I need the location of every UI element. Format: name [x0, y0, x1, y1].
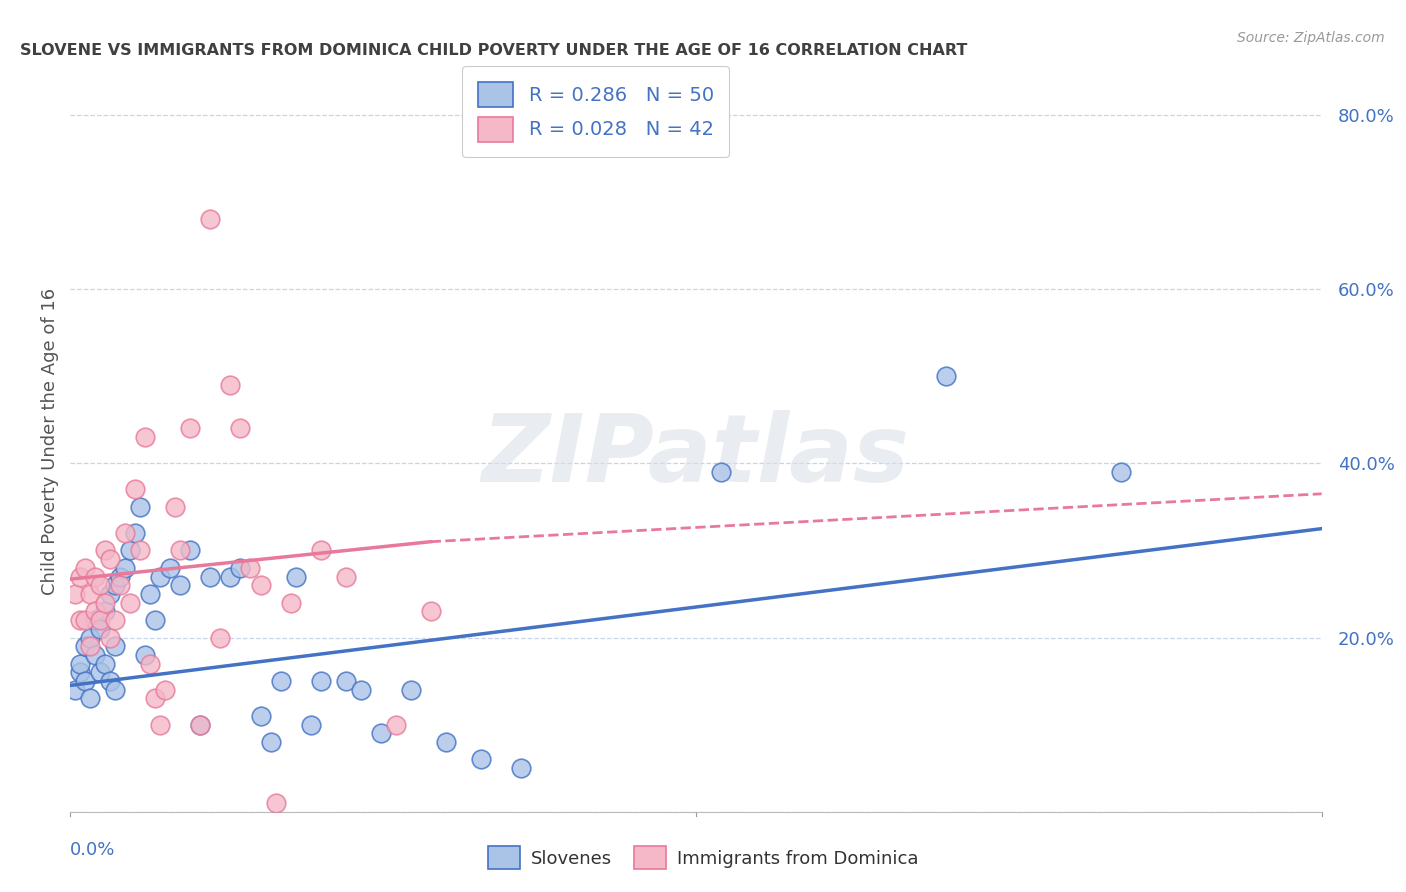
Point: [190, 717, 212, 731]
Point: [129, 543, 152, 558]
Point: [84, 648, 107, 662]
Point: [434, 735, 457, 749]
Point: [239, 561, 262, 575]
Point: [139, 657, 162, 671]
Point: [89, 665, 111, 680]
Point: [134, 648, 156, 662]
Point: [134, 430, 156, 444]
Point: [124, 526, 146, 541]
Point: [470, 752, 492, 766]
Point: [200, 569, 222, 583]
Point: [509, 761, 531, 775]
Point: [159, 561, 181, 575]
Legend: Slovenes, Immigrants from Dominica: Slovenes, Immigrants from Dominica: [478, 838, 928, 879]
Point: [79, 631, 101, 645]
Point: [309, 674, 332, 689]
Point: [284, 569, 307, 583]
Point: [75, 674, 97, 689]
Point: [110, 569, 132, 583]
Point: [145, 691, 167, 706]
Point: [384, 717, 406, 731]
Point: [200, 212, 222, 227]
Point: [349, 682, 371, 697]
Point: [79, 639, 101, 653]
Point: [169, 543, 191, 558]
Point: [98, 587, 121, 601]
Text: SLOVENE VS IMMIGRANTS FROM DOMINICA CHILD POVERTY UNDER THE AGE OF 16 CORRELATIO: SLOVENE VS IMMIGRANTS FROM DOMINICA CHIL…: [20, 43, 967, 58]
Point: [69, 657, 91, 671]
Point: [229, 561, 252, 575]
Point: [98, 631, 121, 645]
Point: [114, 561, 136, 575]
Point: [65, 682, 87, 697]
Point: [309, 543, 332, 558]
Point: [129, 500, 152, 514]
Point: [335, 569, 357, 583]
Point: [145, 613, 167, 627]
Point: [249, 578, 271, 592]
Point: [94, 604, 117, 618]
Point: [84, 604, 107, 618]
Point: [104, 639, 127, 653]
Point: [69, 665, 91, 680]
Point: [98, 552, 121, 566]
Text: 0.0%: 0.0%: [70, 841, 115, 859]
Point: [370, 726, 392, 740]
Point: [219, 378, 242, 392]
Point: [94, 596, 117, 610]
Point: [120, 596, 142, 610]
Text: ZIPatlas: ZIPatlas: [482, 410, 910, 502]
Point: [75, 613, 97, 627]
Point: [124, 483, 146, 497]
Legend: R = 0.286   N = 50, R = 0.028   N = 42: R = 0.286 N = 50, R = 0.028 N = 42: [463, 66, 730, 157]
Point: [114, 526, 136, 541]
Point: [249, 709, 271, 723]
Point: [264, 796, 287, 810]
Point: [1111, 465, 1133, 479]
Point: [69, 569, 91, 583]
Point: [98, 674, 121, 689]
Point: [104, 578, 127, 592]
Point: [209, 631, 232, 645]
Point: [155, 682, 177, 697]
Point: [399, 682, 422, 697]
Point: [935, 369, 957, 384]
Point: [229, 421, 252, 435]
Point: [65, 587, 87, 601]
Point: [280, 596, 302, 610]
Point: [89, 622, 111, 636]
Point: [69, 613, 91, 627]
Point: [179, 543, 201, 558]
Point: [94, 657, 117, 671]
Point: [120, 543, 142, 558]
Point: [139, 587, 162, 601]
Point: [259, 735, 281, 749]
Point: [270, 674, 292, 689]
Point: [89, 613, 111, 627]
Point: [104, 682, 127, 697]
Point: [94, 543, 117, 558]
Point: [169, 578, 191, 592]
Point: [75, 639, 97, 653]
Point: [299, 717, 322, 731]
Point: [110, 578, 132, 592]
Point: [149, 569, 172, 583]
Point: [84, 569, 107, 583]
Point: [710, 465, 733, 479]
Point: [79, 587, 101, 601]
Point: [335, 674, 357, 689]
Point: [419, 604, 441, 618]
Point: [89, 578, 111, 592]
Point: [219, 569, 242, 583]
Point: [165, 500, 187, 514]
Point: [104, 613, 127, 627]
Y-axis label: Child Poverty Under the Age of 16: Child Poverty Under the Age of 16: [41, 288, 59, 595]
Point: [190, 717, 212, 731]
Point: [179, 421, 201, 435]
Point: [79, 691, 101, 706]
Text: Source: ZipAtlas.com: Source: ZipAtlas.com: [1237, 31, 1385, 45]
Point: [84, 613, 107, 627]
Point: [149, 717, 172, 731]
Point: [75, 561, 97, 575]
